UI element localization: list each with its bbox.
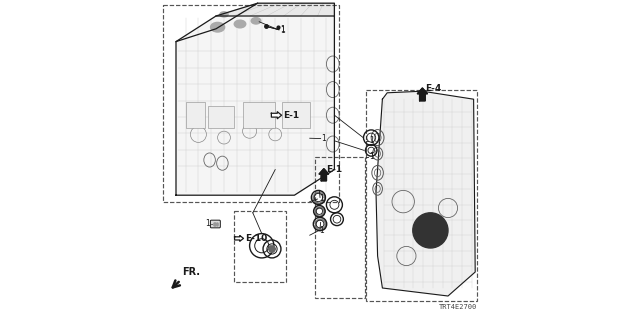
- Text: 1: 1: [369, 152, 374, 161]
- Text: 1: 1: [369, 136, 374, 145]
- Text: 1: 1: [322, 134, 326, 143]
- Polygon shape: [376, 91, 475, 296]
- Ellipse shape: [211, 22, 225, 32]
- Bar: [186, 102, 205, 128]
- Bar: [315, 157, 365, 298]
- Ellipse shape: [234, 20, 246, 28]
- Polygon shape: [216, 3, 334, 16]
- Polygon shape: [268, 246, 276, 252]
- Ellipse shape: [220, 12, 228, 17]
- Polygon shape: [176, 16, 334, 195]
- Text: FR.: FR.: [182, 268, 200, 277]
- Polygon shape: [271, 112, 282, 119]
- FancyBboxPatch shape: [211, 220, 220, 228]
- Polygon shape: [235, 236, 244, 241]
- Text: 1: 1: [280, 25, 285, 34]
- Polygon shape: [319, 169, 329, 181]
- Text: 1: 1: [280, 26, 285, 35]
- Text: E-1: E-1: [283, 111, 299, 120]
- Text: TRT4E2700: TRT4E2700: [438, 304, 477, 310]
- Text: E-10: E-10: [245, 234, 267, 243]
- Bar: [208, 106, 234, 128]
- Text: 1: 1: [205, 220, 210, 228]
- Ellipse shape: [251, 18, 261, 24]
- Bar: [366, 90, 477, 301]
- Bar: [282, 102, 310, 128]
- Bar: [243, 102, 275, 128]
- Text: 1: 1: [319, 226, 324, 235]
- Bar: [163, 5, 339, 202]
- Polygon shape: [417, 88, 428, 101]
- Text: E-4: E-4: [425, 84, 441, 93]
- Circle shape: [413, 213, 448, 248]
- Bar: [234, 211, 287, 282]
- Text: E-1: E-1: [326, 165, 342, 174]
- Text: 1: 1: [319, 194, 323, 203]
